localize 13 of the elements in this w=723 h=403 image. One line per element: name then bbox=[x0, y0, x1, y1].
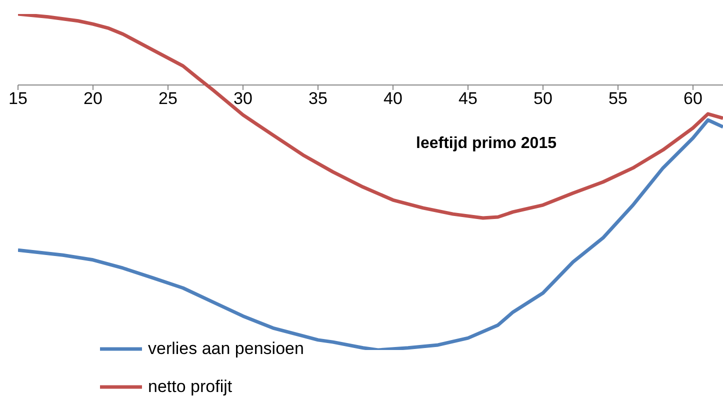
legend-label: verlies aan pensioen bbox=[148, 339, 304, 359]
x-tick-label: 60 bbox=[684, 89, 702, 108]
x-tick-label: 50 bbox=[534, 89, 552, 108]
x-tick-label: 25 bbox=[158, 89, 178, 108]
x-tick-label: 35 bbox=[308, 89, 328, 108]
x-tick-label: 15 bbox=[8, 89, 28, 108]
x-tick-label: 55 bbox=[608, 89, 628, 108]
x-tick-label: 40 bbox=[384, 89, 402, 108]
x-tick-label: 20 bbox=[84, 89, 102, 108]
x-tick-label: 45 bbox=[458, 89, 478, 108]
x-tick-label: 30 bbox=[234, 89, 252, 108]
x-axis-title: leeftijd primo 2015 bbox=[416, 135, 556, 154]
legend-label: netto profijt bbox=[148, 377, 232, 397]
